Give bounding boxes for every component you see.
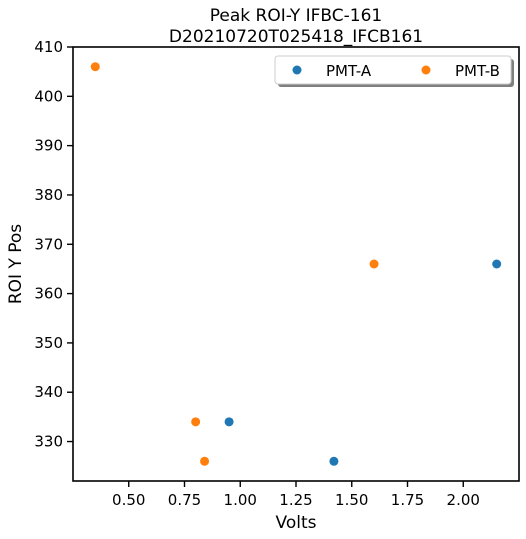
y-tick-label: 390	[34, 137, 63, 155]
legend-label-pmt-a: PMT-A	[326, 62, 372, 80]
legend-label-pmt-b: PMT-B	[455, 62, 500, 80]
data-point-pmt-a	[329, 456, 339, 466]
y-tick-label: 400	[34, 87, 63, 105]
y-tick-label: 340	[34, 383, 63, 401]
legend-marker-pmt-b	[421, 65, 431, 75]
x-tick-label: 0.75	[168, 491, 201, 509]
x-tick-label: 1.00	[224, 491, 257, 509]
plot-area	[90, 62, 502, 466]
y-tick-label: 410	[34, 38, 63, 56]
y-tick-label: 370	[34, 235, 63, 253]
legend: PMT-A PMT-B	[274, 55, 514, 87]
data-point-pmt-b	[90, 62, 100, 72]
plot-frame	[72, 46, 520, 482]
x-tick-label: 1.75	[391, 491, 424, 509]
chart-title: Peak ROI-Y IFBC-161	[210, 6, 383, 26]
data-point-pmt-b	[191, 417, 201, 427]
chart-subtitle: D20210720T025418_IFCB161	[169, 27, 423, 47]
x-tick-label: 1.25	[279, 491, 312, 509]
x-axis-label: Volts	[276, 513, 317, 533]
x-axis: 0.50 0.75 1.00 1.25 1.50 1.75 2.00	[112, 481, 480, 509]
data-point-pmt-b	[200, 456, 210, 466]
data-point-pmt-a	[224, 417, 234, 427]
x-tick-label: 1.50	[335, 491, 368, 509]
y-axis: 330 340 350 360 370 380 390 400 410	[34, 38, 73, 451]
y-tick-label: 350	[34, 334, 63, 352]
y-tick-label: 330	[34, 433, 63, 451]
data-point-pmt-a	[492, 259, 502, 269]
y-axis-label: ROI Y Pos	[6, 224, 26, 304]
legend-box	[274, 55, 512, 85]
data-point-pmt-b	[369, 259, 379, 269]
y-tick-label: 380	[34, 186, 63, 204]
x-tick-label: 0.50	[112, 491, 145, 509]
y-tick-label: 360	[34, 285, 63, 303]
legend-marker-pmt-a	[292, 65, 302, 75]
x-tick-label: 2.00	[447, 491, 480, 509]
